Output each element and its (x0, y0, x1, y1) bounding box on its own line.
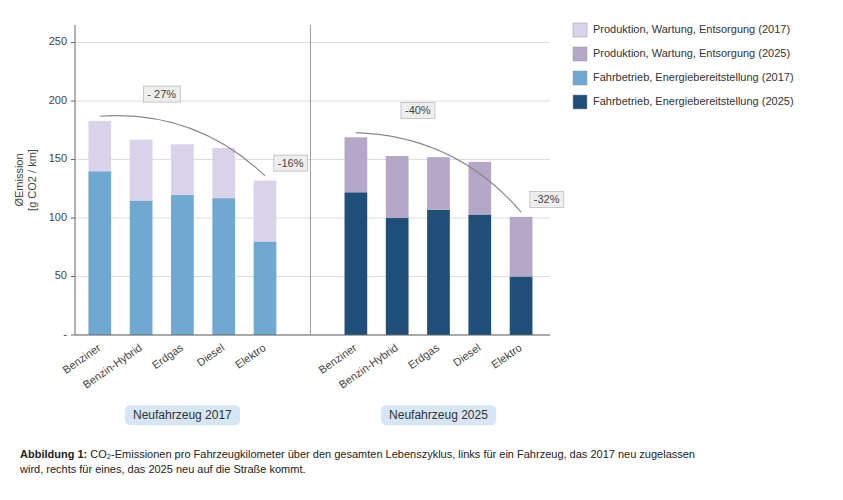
y-tick (71, 218, 75, 219)
legend-label: Fahrbetrieb, Energiebereitstellung (2025… (593, 95, 794, 107)
bar-segment (130, 200, 153, 335)
grid-line (75, 335, 550, 336)
bar-segment (386, 156, 409, 218)
legend-label: Produktion, Wartung, Entsorgung (2025) (593, 47, 790, 59)
bar-segment (468, 162, 491, 215)
x-tick-label: Diesel (195, 341, 227, 368)
caption-line: CO₂-Emissionen pro Fahrzeugkilometer übe… (87, 448, 695, 460)
annotation-box (530, 191, 564, 207)
trend-arc (356, 133, 521, 213)
x-tick-label: Elektro (489, 341, 524, 370)
x-tick-label: Benzin-Hybrid (337, 341, 400, 390)
group-labels: Neufahrzeug 2017 Neufahrzeug 2025 (125, 405, 496, 425)
group-label: Neufahrzeug 2017 (125, 405, 240, 425)
bar-segment (88, 171, 111, 335)
y-axis-label-line: ØEmission (13, 153, 25, 206)
bar-segment (510, 217, 533, 277)
bar-segment (427, 210, 450, 335)
group-label-text: Neufahrzeug 2025 (389, 408, 488, 422)
y-tick (71, 42, 75, 43)
chart: - 50 100 150 200 250 ØEmission[g CO2 / km] Benz… (0, 0, 843, 500)
bar-segment (130, 140, 153, 201)
caption: Abbildung 1: CO₂-Emissionen pro Fahrzeug… (19, 448, 695, 475)
y-tick-label: 200 (49, 94, 67, 106)
group-label-box (381, 405, 496, 425)
y-tick (71, 101, 75, 102)
bar-segment (212, 148, 235, 198)
y-tick-label: 150 (49, 152, 67, 164)
legend-label: Fahrbetrieb, Energiebereitstellung (2017… (593, 71, 794, 83)
annotation: -32% (530, 191, 564, 207)
bar-segment (386, 218, 409, 335)
bar-segment (171, 195, 194, 335)
annotation-text: -32% (534, 193, 560, 205)
bars (88, 121, 532, 335)
annotation-box (274, 155, 308, 171)
y-axis-line (75, 25, 76, 335)
legend-swatch (573, 71, 587, 85)
bar-segment (510, 277, 533, 335)
annotation: -40% (401, 102, 435, 118)
legend-swatch (573, 47, 587, 61)
x-tick-label: Erdgas (406, 341, 442, 371)
grid (75, 43, 550, 335)
legend: Produktion, Wartung, Entsorgung (2017) Pr… (573, 23, 794, 109)
y-tick (71, 159, 75, 160)
y-tick-label: 250 (49, 35, 67, 47)
bar-segment (254, 181, 277, 242)
x-tick-label: Elektro (233, 341, 268, 370)
bar-segment (427, 157, 450, 210)
y-axis: - 50 100 150 200 250 (49, 25, 75, 340)
annotation-text: -40% (405, 104, 431, 116)
annotation: - 27% (143, 86, 180, 102)
bar-segment (254, 241, 277, 335)
y-tick-label: - (63, 328, 67, 340)
page: {"chart_data": { "type": "bar", "stacked… (0, 0, 843, 500)
annotation-text: - 27% (147, 88, 176, 100)
group-label-box (125, 405, 240, 425)
caption-text: CO₂-Emissionen pro Fahrzeugkilometer übe… (19, 448, 695, 475)
bar-segment (345, 192, 368, 335)
y-tick (71, 276, 75, 277)
annotation-box (143, 86, 180, 102)
y-axis-label-line: [g CO2 / km] (26, 149, 38, 211)
bar-segment (212, 198, 235, 335)
y-tick-label: 50 (55, 269, 67, 281)
group-label: Neufahrzeug 2025 (381, 405, 496, 425)
legend-swatch (573, 95, 587, 109)
trend-arc (100, 116, 265, 176)
legend-swatch (573, 23, 587, 37)
legend-label: Produktion, Wartung, Entsorgung (2017) (593, 23, 790, 35)
annotation-box (401, 102, 435, 118)
bar-segment (171, 144, 194, 194)
annotations: - 27% -16% -40% -32% (100, 86, 564, 212)
caption-line: wird, rechts für eines, das 2025 neu auf… (19, 463, 306, 475)
caption-bold: Abbildung 1: (20, 448, 87, 460)
y-tick-label: 100 (49, 211, 67, 223)
y-axis-label: ØEmission[g CO2 / km] (13, 149, 38, 211)
y-tick (71, 335, 75, 336)
group-separator (310, 25, 311, 335)
annotation-text: -16% (278, 157, 304, 169)
annotation: -16% (274, 155, 308, 171)
bar-segment (88, 121, 111, 171)
x-tick-label: Diesel (451, 341, 483, 368)
bar-segment (345, 137, 368, 192)
x-axis-line (75, 335, 550, 336)
grid-line (75, 42, 550, 43)
bar-segment (468, 215, 491, 335)
x-axis: BenzinerBenzin-HybridErdgasDieselElektro… (60, 341, 524, 391)
x-tick-label: Benzin-Hybrid (80, 341, 143, 390)
x-tick-label: Erdgas (150, 341, 186, 371)
group-label-text: Neufahrzeug 2017 (133, 408, 232, 422)
